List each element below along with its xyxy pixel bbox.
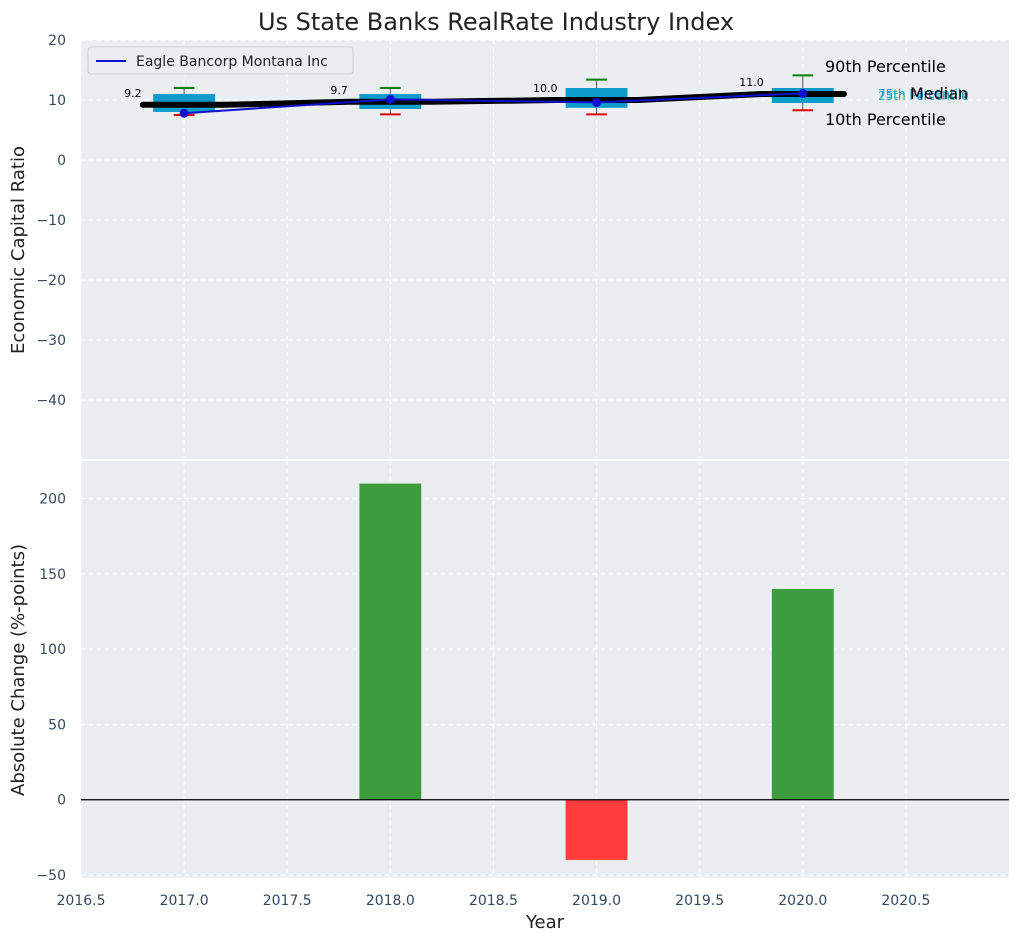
median-value-label: 9.2: [124, 87, 142, 100]
bottom-y-tick-label: −50: [36, 868, 66, 884]
top-y-axis-label: Economic Capital Ratio: [8, 146, 29, 354]
bottom-plot-area: [81, 461, 1009, 878]
series-point: [385, 94, 395, 104]
change-bar: [771, 588, 834, 800]
x-ticks: 2016.5 2017.0 2017.5 2018.0 2018.5 2019.0 2019…: [57, 893, 931, 909]
top-y-tick-label: 0: [57, 153, 66, 169]
top-y-tick-label: 20: [48, 33, 66, 49]
bottom-panel: 200 150 100 50 0 −50 Absolute Change (%-point…: [8, 461, 1009, 884]
median-value-label: 9.7: [330, 84, 348, 97]
x-tick-label: 2017.0: [160, 893, 209, 909]
top-y-ticks: 20 10 0 −10 −20 −30 −40: [36, 33, 66, 409]
x-tick-label: 2017.5: [263, 893, 312, 909]
series-point: [798, 88, 808, 98]
series-point: [179, 108, 189, 118]
top-annotations: 75th Percentile 25th Percentile 90th Per…: [825, 57, 969, 129]
x-tick-label: 2016.5: [57, 893, 106, 909]
bottom-bars: [359, 483, 834, 860]
bottom-y-ticks: 200 150 100 50 0 −50: [36, 492, 66, 884]
legend: Eagle Bancorp Montana Inc: [87, 46, 354, 75]
bottom-y-tick-label: 0: [57, 793, 66, 809]
bottom-y-axis-label: Absolute Change (%-points): [8, 544, 29, 796]
median-value-label: 10.0: [533, 82, 558, 95]
top-y-tick-label: −30: [36, 333, 66, 349]
q3-annotation: 75th Percentile: [878, 87, 969, 101]
top-y-tick-label: −10: [36, 213, 66, 229]
top-y-tick-label: −40: [36, 393, 66, 409]
change-bar: [359, 483, 422, 800]
series-point: [592, 97, 602, 107]
x-tick-label: 2020.5: [881, 893, 930, 909]
top-grid: [80, 39, 1009, 460]
bottom-y-tick-label: 200: [39, 492, 66, 508]
x-tick-label: 2018.0: [366, 893, 415, 909]
q1-annotation: 25th Percentile: [878, 89, 969, 103]
x-tick-label: 2018.5: [469, 893, 518, 909]
p90-annotation: 90th Percentile: [825, 57, 946, 76]
top-series: [179, 88, 808, 118]
x-tick-label: 2019.5: [675, 893, 724, 909]
legend-box: [87, 46, 354, 75]
median-value-label: 11.0: [739, 76, 764, 89]
x-axis-label: Year: [525, 912, 565, 933]
change-bar: [565, 799, 628, 860]
bottom-y-tick-label: 50: [48, 717, 66, 733]
x-tick-label: 2020.0: [778, 893, 827, 909]
chart-title: Us State Banks RealRate Industry Index: [258, 8, 734, 36]
top-y-tick-label: −20: [36, 273, 66, 289]
x-tick-label: 2019.0: [572, 893, 621, 909]
median-annotation: Median: [910, 84, 968, 103]
bottom-y-tick-label: 100: [39, 642, 66, 658]
legend-entry-label: Eagle Bancorp Montana Inc: [136, 54, 328, 70]
top-y-tick-label: 10: [48, 93, 66, 109]
p10-annotation: 10th Percentile: [825, 110, 946, 129]
bottom-y-tick-label: 150: [39, 567, 66, 583]
series-line: [184, 92, 803, 115]
top-panel: 20 10 0 −10 −20 −30 −40 9.2 9.7 10.0 11.0 75th Pe…: [8, 33, 1009, 460]
top-data-labels: 9.2 9.7 10.0 11.0: [124, 76, 764, 100]
